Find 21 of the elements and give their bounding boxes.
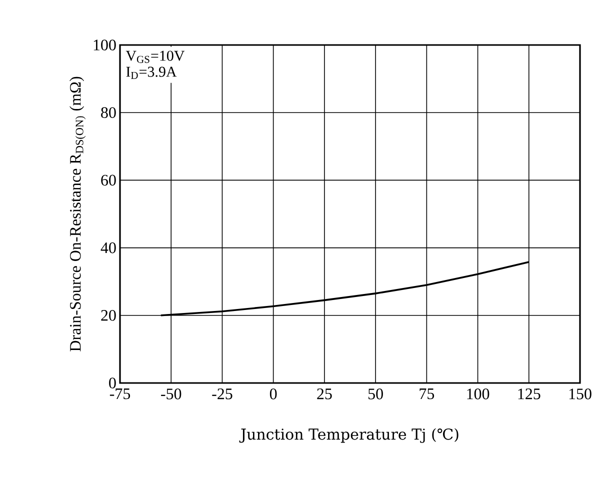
x-tick-label: 50	[368, 388, 383, 400]
y-tick-label: 80	[101, 107, 116, 118]
annotation: I$_{D}$=3.9A	[126, 66, 177, 79]
x-tick-label: 0	[270, 388, 277, 400]
x-tick-label: -50	[161, 388, 182, 400]
x-tick-label: 75	[420, 388, 434, 400]
x-tick-label: 150	[569, 388, 592, 400]
y-axis-title: Drain-Source On-Resistance R$_{DS(ON)}$ (mΩ)	[70, 76, 86, 352]
x-tick-label: -75	[110, 388, 130, 400]
x-tick-label: -25	[212, 388, 232, 400]
x-tick-label: 125	[518, 388, 540, 400]
y-tick-label: 40	[100, 242, 116, 254]
y-tick-label: 100	[94, 40, 116, 50]
y-tick-label: 20	[101, 310, 116, 321]
line-series	[160, 261, 530, 316]
annotation: V$_{GS}$=10V	[126, 50, 185, 63]
y-tick-label: 60	[101, 174, 116, 186]
x-tick-label: 25	[317, 388, 332, 400]
x-axis-title: Junction Temperature Tj (℃)	[239, 428, 458, 443]
y-tick-label: 0	[109, 378, 116, 388]
x-tick-label: 100	[467, 388, 490, 400]
